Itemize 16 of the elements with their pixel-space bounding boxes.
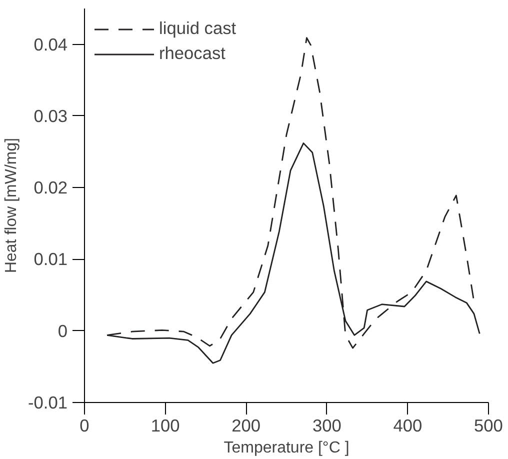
y-tick-label: 0.01: [34, 249, 68, 270]
y-axis-title: Heat flow [mW/mg]: [3, 138, 20, 274]
x-tick-label: 100: [150, 416, 180, 436]
y-tick-label: 0.04: [34, 34, 68, 54]
x-tick-label: 300: [312, 416, 342, 436]
y-tick-label: -0.01: [28, 392, 68, 412]
y-tick-label: 0: [58, 320, 68, 341]
y-tick-label: 0.02: [34, 178, 68, 198]
x-tick-label: 500: [474, 416, 503, 436]
x-tick-label: 0: [80, 416, 90, 436]
legend-label: rheocast: [159, 43, 226, 64]
x-tick-label: 400: [393, 416, 422, 436]
x-axis-title: Temperature [°C ]: [224, 440, 350, 456]
y-tick-label: 0.03: [34, 106, 68, 126]
legend-label: liquid cast: [159, 18, 236, 39]
x-tick-label: 200: [232, 416, 261, 436]
